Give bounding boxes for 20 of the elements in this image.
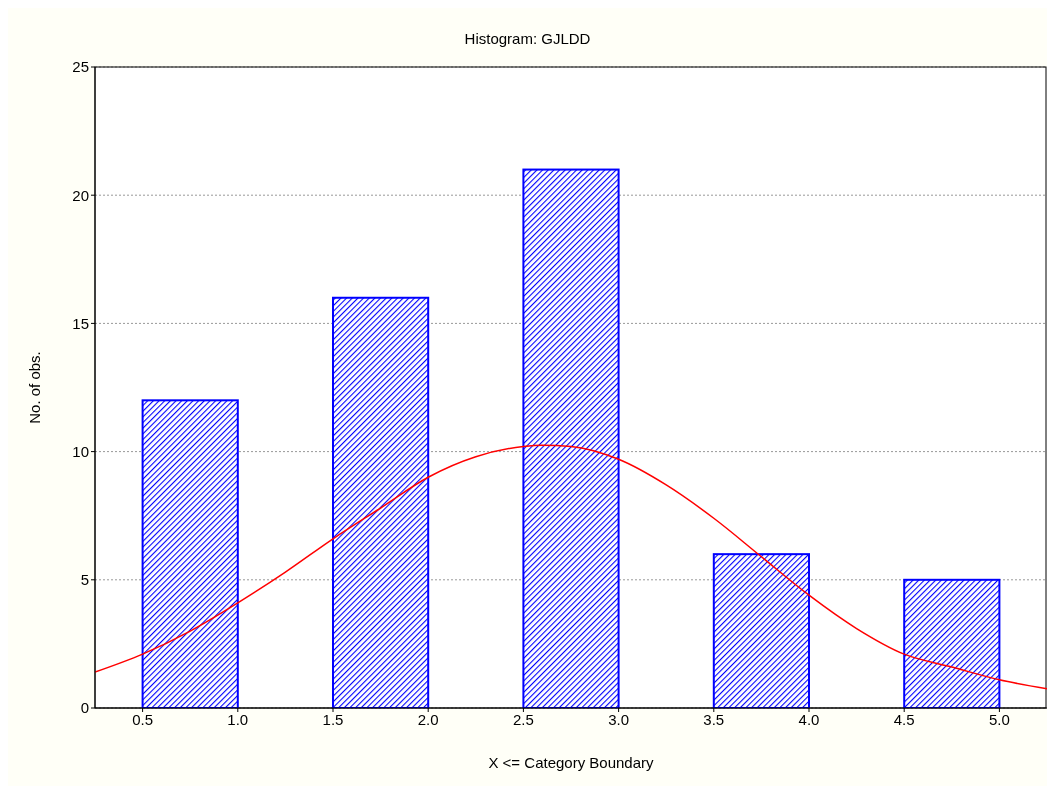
y-tick-label: 20 [72,186,89,204]
y-tick-label: 10 [72,442,89,460]
x-tick-label: 4.0 [798,710,820,728]
x-tick-label: 1.0 [227,710,249,728]
y-tick-label: 25 [72,58,89,76]
x-tick-label: 3.5 [703,710,725,728]
chart-title: Histogram: GJLDD [463,30,592,47]
x-tick-label: 1.5 [322,710,344,728]
x-axis-title: X <= Category Boundary [487,754,655,771]
y-axis-title: No. of obs. [26,351,44,424]
y-tick-label: 15 [72,314,89,332]
x-tick-label: 5.0 [988,710,1010,728]
x-tick-label: 2.0 [417,710,439,728]
x-tick-label: 0.5 [132,710,154,728]
x-tick-label: 3.0 [608,710,630,728]
x-tick-label: 2.5 [512,710,534,728]
line-series [95,444,1047,690]
y-tick-label: 5 [80,571,89,589]
y-tick-label: 0 [80,699,89,717]
x-tick-label: 4.5 [893,710,915,728]
